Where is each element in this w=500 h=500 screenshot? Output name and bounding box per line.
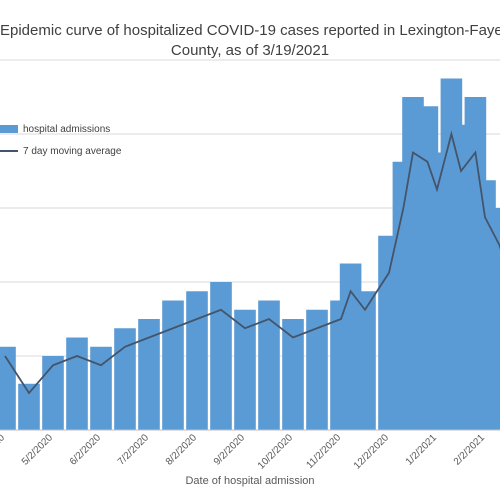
x-tick-label-8: 12/2/2020 [352, 432, 392, 472]
bar-6 [138, 319, 160, 430]
bar-11 [258, 300, 280, 430]
bar-9 [210, 282, 232, 430]
chart-legend: hospital admissions 7 day moving average [0, 118, 121, 162]
legend-item-line: 7 day moving average [0, 140, 121, 162]
x-tick-label-4: 8/2/2020 [164, 432, 200, 468]
x-tick-label-0: 4/2/2020 [0, 432, 7, 468]
bar-2 [42, 356, 64, 430]
chart-title-line2: County, as of 3/19/2021 [170, 42, 330, 59]
x-tick-label-1: 5/2/2020 [20, 432, 56, 468]
bar-26 [488, 208, 500, 430]
legend-label-line: 7 day moving average [23, 145, 122, 157]
bar-13 [306, 309, 328, 430]
x-tick-label-6: 10/2/2020 [256, 432, 296, 472]
x-tick-label-2: 6/2/2020 [68, 432, 104, 468]
bar-12 [282, 319, 304, 430]
bar-7 [162, 300, 184, 430]
x-tick-label-5: 9/2/2020 [212, 432, 248, 468]
x-tick-label-7: 11/2/2020 [304, 432, 343, 471]
legend-label-bars: hospital admissions [23, 123, 111, 135]
bar-4 [90, 346, 112, 430]
bar-5 [114, 328, 136, 430]
x-tick-label-10: 2/2/2021 [452, 432, 488, 468]
bar-16 [354, 291, 376, 430]
bar-8 [186, 291, 208, 430]
chart-title-line1: Epidemic curve of hospitalized COVID-19 … [0, 22, 500, 39]
bar-10 [234, 309, 256, 430]
moving-average-line [4, 130, 500, 395]
x-axis-title: Date of hospital admission [185, 475, 315, 487]
bar-1 [18, 383, 40, 430]
x-tick-label-3: 7/2/2020 [116, 432, 152, 468]
legend-item-bars: hospital admissions [0, 118, 121, 140]
legend-swatch-bars [0, 125, 18, 133]
bar-3 [66, 337, 88, 430]
x-tick-label-9: 1/2/2021 [404, 432, 440, 468]
legend-swatch-line [0, 150, 18, 152]
